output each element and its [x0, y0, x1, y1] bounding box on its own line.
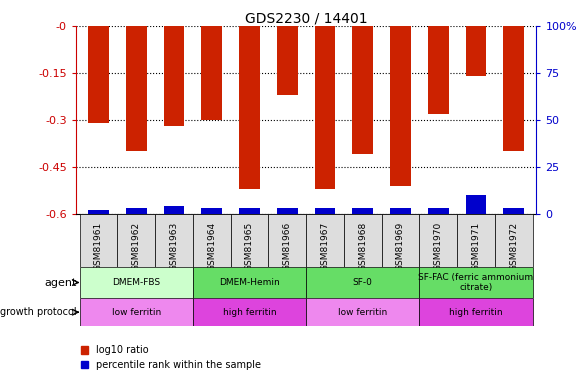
Text: GSM81971: GSM81971 — [472, 222, 480, 271]
Bar — [306, 298, 419, 326]
Bar — [230, 214, 268, 267]
Bar — [390, 208, 411, 214]
Bar — [193, 214, 230, 267]
Legend: log10 ratio, percentile rank within the sample: log10 ratio, percentile rank within the … — [80, 345, 261, 370]
Bar — [352, 26, 373, 154]
Bar — [126, 208, 146, 214]
Bar — [164, 26, 184, 126]
Bar — [466, 195, 486, 214]
Text: GSM81963: GSM81963 — [170, 222, 178, 271]
Bar — [315, 208, 335, 214]
Bar — [193, 298, 306, 326]
Bar — [201, 26, 222, 120]
Bar — [277, 208, 297, 214]
Bar — [79, 267, 193, 298]
Text: GSM81969: GSM81969 — [396, 222, 405, 271]
Text: GSM81972: GSM81972 — [509, 222, 518, 271]
Bar — [428, 26, 448, 114]
Bar — [164, 206, 184, 214]
Bar — [239, 26, 260, 189]
Bar — [117, 214, 155, 267]
Bar — [390, 26, 411, 186]
Bar — [306, 214, 344, 267]
Text: growth protocol: growth protocol — [0, 307, 76, 317]
Bar — [503, 26, 524, 151]
Bar — [419, 267, 533, 298]
Text: high ferritin: high ferritin — [449, 308, 503, 316]
Text: GSM81961: GSM81961 — [94, 222, 103, 271]
Bar — [352, 208, 373, 214]
Bar — [457, 214, 495, 267]
Bar — [193, 267, 306, 298]
Text: GSM81970: GSM81970 — [434, 222, 442, 271]
Bar — [88, 26, 109, 123]
Text: SF-FAC (ferric ammonium
citrate): SF-FAC (ferric ammonium citrate) — [419, 273, 533, 292]
Text: GSM81965: GSM81965 — [245, 222, 254, 271]
Bar — [79, 298, 193, 326]
Bar — [315, 26, 335, 189]
Text: GSM81962: GSM81962 — [132, 222, 141, 271]
Bar — [126, 26, 146, 151]
Title: GDS2230 / 14401: GDS2230 / 14401 — [245, 11, 367, 25]
Bar — [79, 214, 117, 267]
Bar — [466, 26, 486, 76]
Bar — [155, 214, 193, 267]
Bar — [428, 208, 448, 214]
Text: high ferritin: high ferritin — [223, 308, 276, 316]
Text: SF-0: SF-0 — [353, 278, 373, 287]
Text: agent: agent — [44, 278, 76, 288]
Bar — [239, 208, 260, 214]
Bar — [88, 210, 109, 214]
Bar — [419, 214, 457, 267]
Bar — [268, 214, 306, 267]
Bar — [201, 208, 222, 214]
Text: GSM81968: GSM81968 — [358, 222, 367, 271]
Text: GSM81966: GSM81966 — [283, 222, 292, 271]
Bar — [277, 26, 297, 95]
Bar — [344, 214, 382, 267]
Text: low ferritin: low ferritin — [111, 308, 161, 316]
Text: DMEM-FBS: DMEM-FBS — [112, 278, 160, 287]
Bar — [503, 208, 524, 214]
Bar — [306, 267, 419, 298]
Text: GSM81964: GSM81964 — [207, 222, 216, 271]
Bar — [419, 298, 533, 326]
Text: GSM81967: GSM81967 — [321, 222, 329, 271]
Text: low ferritin: low ferritin — [338, 308, 387, 316]
Bar — [495, 214, 533, 267]
Text: DMEM-Hemin: DMEM-Hemin — [219, 278, 280, 287]
Bar — [382, 214, 419, 267]
